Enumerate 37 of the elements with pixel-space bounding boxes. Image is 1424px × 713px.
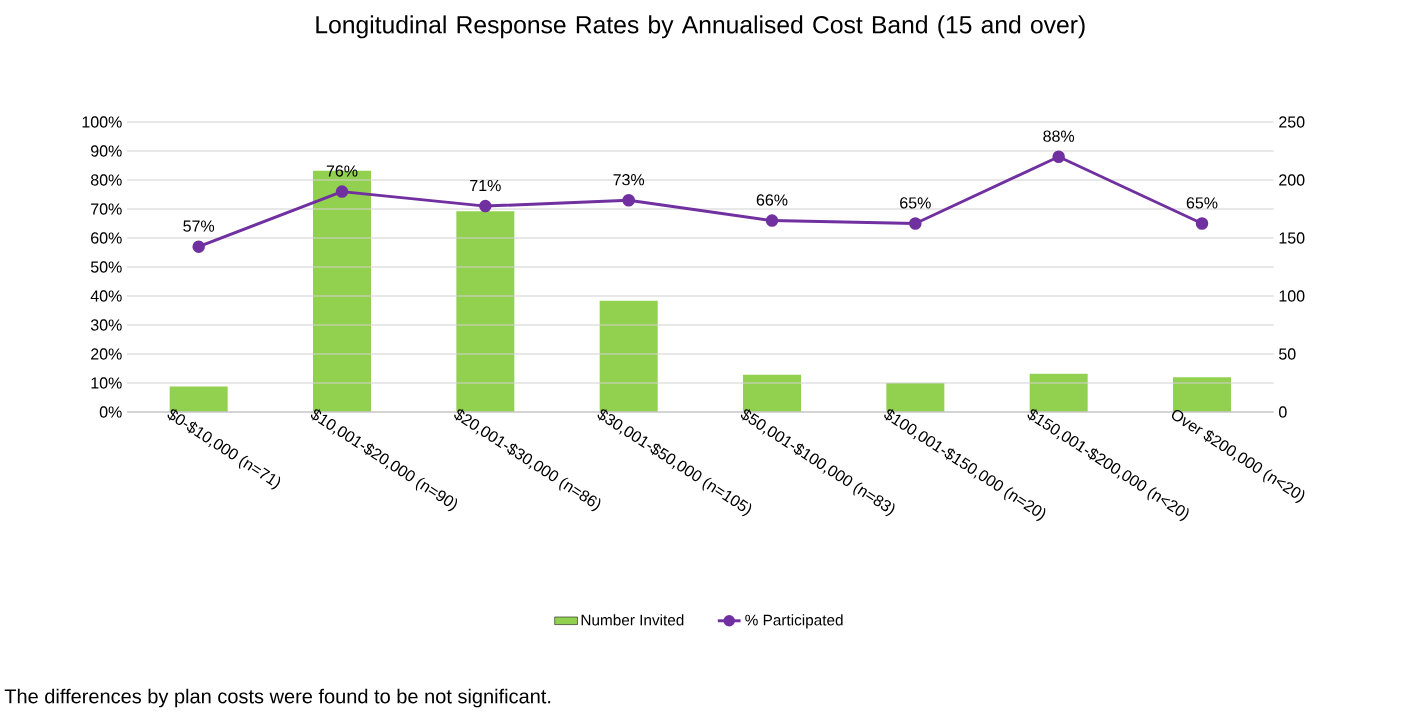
point bbox=[1052, 150, 1065, 164]
y2-tick-label: 50 bbox=[1279, 348, 1296, 360]
y-tick-label: 30% bbox=[90, 319, 122, 331]
legend-label: Number Invited bbox=[581, 614, 684, 626]
y-tick-label: 80% bbox=[90, 174, 122, 186]
data-label: 65% bbox=[900, 197, 931, 209]
y2-tick-label: 250 bbox=[1279, 116, 1305, 128]
y-tick-label: 50% bbox=[90, 261, 122, 273]
point bbox=[479, 199, 492, 213]
y-tick-label: 0% bbox=[99, 406, 122, 418]
y-tick-label: 40% bbox=[90, 290, 122, 302]
y-tick-label: 70% bbox=[91, 203, 122, 215]
y-tick-label: 90% bbox=[91, 145, 122, 157]
point bbox=[909, 217, 922, 230]
point bbox=[1195, 217, 1209, 230]
text: The differences by plan costs were found to be not significant. bbox=[4, 688, 551, 708]
data-label: 73% bbox=[613, 174, 645, 186]
data-label: 88% bbox=[1043, 130, 1075, 142]
bar bbox=[1173, 377, 1232, 412]
y2-tick-label: 150 bbox=[1279, 232, 1305, 244]
point bbox=[765, 214, 779, 227]
y2-tick-label: 200 bbox=[1279, 174, 1305, 186]
y-tick-label: 20% bbox=[91, 348, 122, 360]
y-tick-label: 60% bbox=[91, 232, 122, 244]
y-tick-label: 10% bbox=[91, 377, 122, 389]
point bbox=[622, 194, 635, 207]
data-label: 57% bbox=[183, 220, 215, 232]
y2-tick-label: 100 bbox=[1279, 290, 1305, 302]
data-label: 66% bbox=[756, 194, 788, 206]
point bbox=[335, 185, 349, 198]
y-tick-label: 100% bbox=[82, 116, 122, 128]
y2-tick-label: 0 bbox=[1279, 406, 1287, 418]
legend-label: % Participated bbox=[745, 614, 843, 629]
data-label: 65% bbox=[1186, 197, 1218, 209]
chart-title: Longitudinal Response Rates by Annualised Cost Band (15 and over) bbox=[316, 15, 1085, 39]
point bbox=[192, 240, 205, 253]
data-label: 71% bbox=[470, 179, 501, 192]
